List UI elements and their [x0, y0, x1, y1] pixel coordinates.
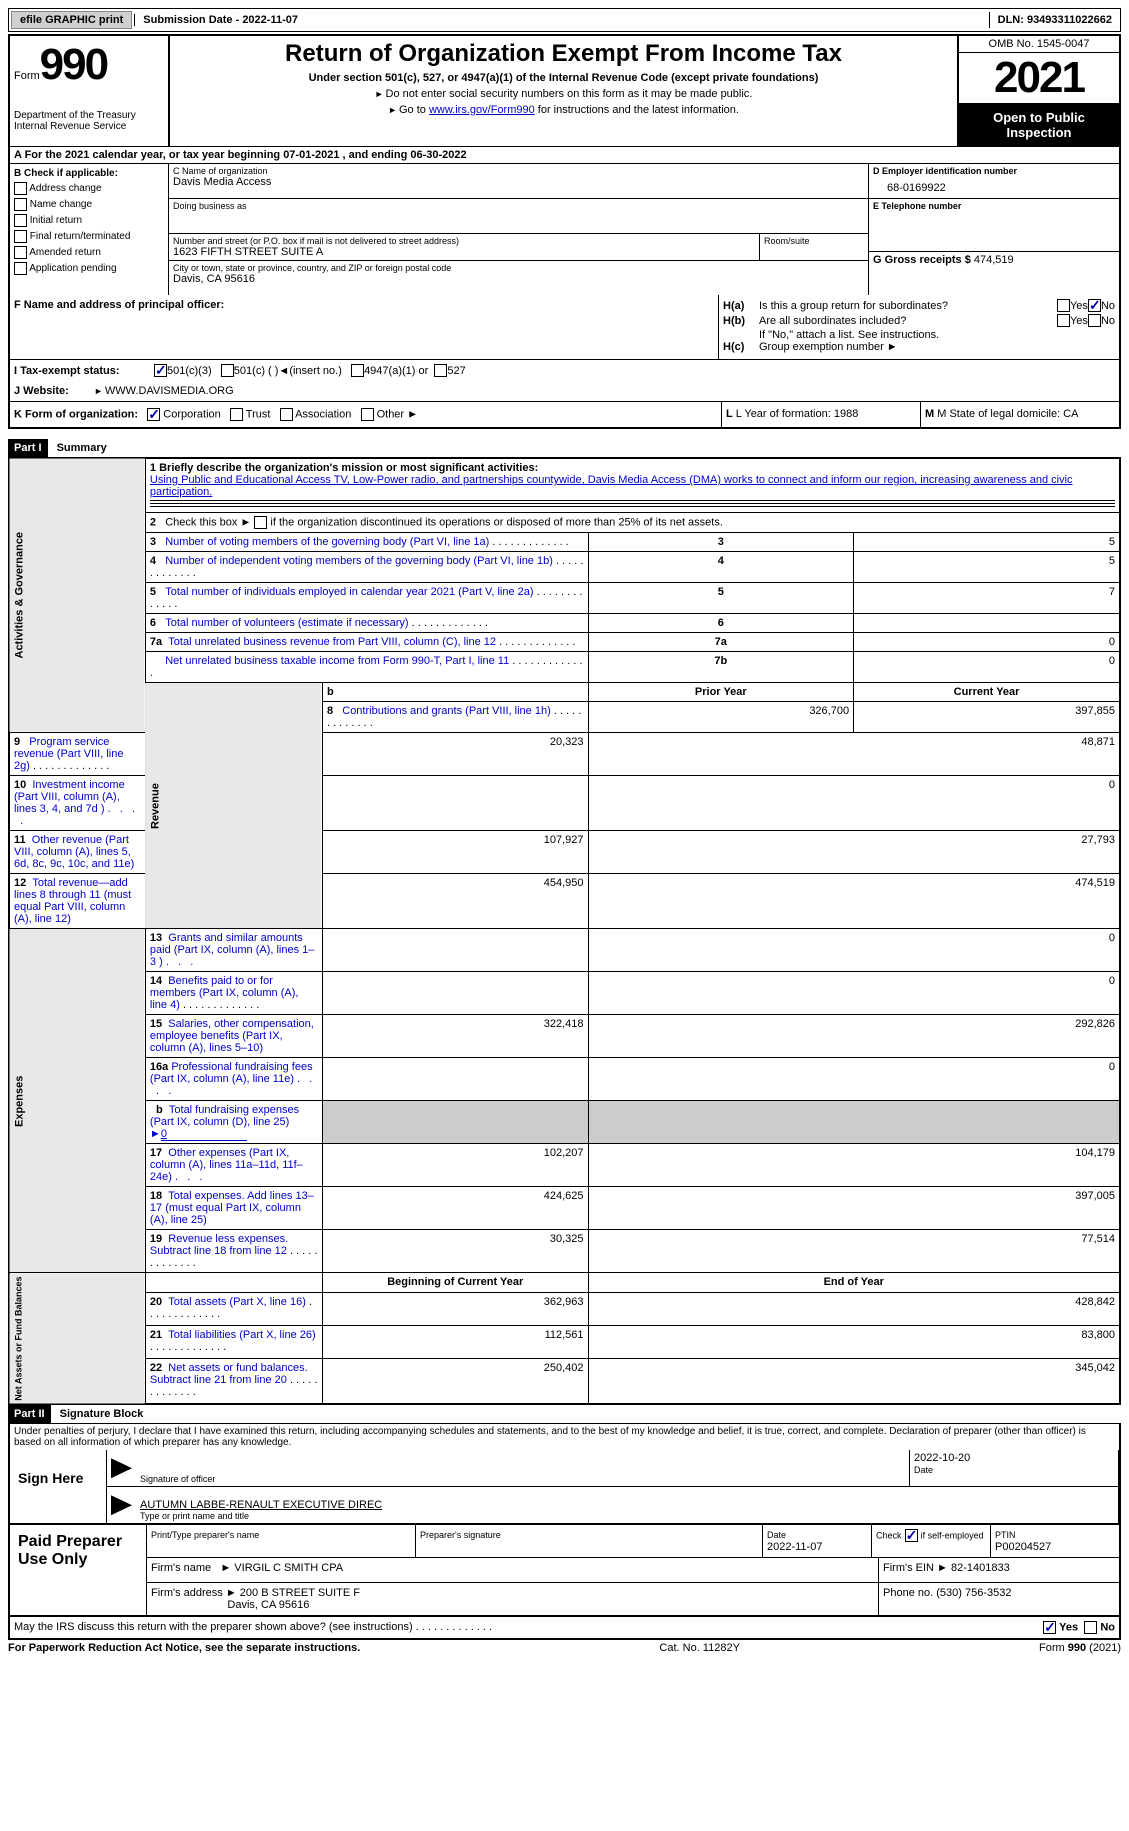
cb-discontinued[interactable] — [254, 516, 267, 529]
year-formation: L Year of formation: 1988 — [736, 408, 859, 420]
cb-name-change[interactable] — [14, 198, 27, 211]
firm-phone: (530) 756-3532 — [936, 1587, 1011, 1599]
officer-row: F Name and address of principal officer:… — [8, 295, 1121, 360]
vert-expenses: Expenses — [9, 929, 145, 1273]
tax-status-row: I Tax-exempt status: 501(c)(3) 501(c) ( … — [8, 360, 1121, 381]
org-name: Davis Media Access — [173, 176, 864, 188]
discuss-row: May the IRS discuss this return with the… — [8, 1617, 1121, 1640]
mission-text: Using Public and Educational Access TV, … — [150, 474, 1115, 498]
part-i-title: Summary — [51, 439, 113, 457]
firm-ein: 82-1401833 — [951, 1562, 1010, 1574]
col-b-checkboxes: B Check if applicable: Address change Na… — [10, 164, 169, 295]
k-form-row: K Form of organization: Corporation Trus… — [8, 402, 1121, 429]
perjury-statement: Under penalties of perjury, I declare th… — [8, 1423, 1121, 1450]
cb-4947[interactable] — [351, 364, 364, 377]
cb-hb-yes[interactable] — [1057, 314, 1070, 327]
form-number: 990 — [40, 40, 107, 89]
cb-self-employed[interactable] — [905, 1529, 918, 1542]
vert-activities: Activities & Governance — [9, 458, 145, 733]
irs-label: Internal Revenue Service — [14, 121, 164, 132]
ptin: P00204527 — [995, 1541, 1051, 1553]
cb-assoc[interactable] — [280, 408, 293, 421]
cb-other[interactable] — [361, 408, 374, 421]
org-city: Davis, CA 95616 — [173, 273, 864, 285]
form-header: Form990 Department of the Treasury Inter… — [8, 34, 1121, 146]
cb-trust[interactable] — [230, 408, 243, 421]
website-url: WWW.DAVISMEDIA.ORG — [105, 385, 234, 397]
paid-preparer-section: Paid Preparer Use Only Print/Type prepar… — [8, 1525, 1121, 1617]
cb-amended[interactable] — [14, 246, 27, 259]
cb-app-pending[interactable] — [14, 262, 27, 275]
form-prefix: Form — [14, 70, 40, 82]
org-address: 1623 FIFTH STREET SUITE A — [173, 246, 755, 258]
cb-initial-return[interactable] — [14, 214, 27, 227]
dln: DLN: 93493311022662 — [989, 12, 1120, 28]
cb-501c[interactable] — [221, 364, 234, 377]
part-i-header: Part I — [8, 439, 48, 457]
cb-final-return[interactable] — [14, 230, 27, 243]
form-title: Return of Organization Exempt From Incom… — [178, 40, 949, 68]
vert-revenue: Revenue — [145, 683, 322, 929]
omb-number: OMB No. 1545-0047 — [959, 36, 1119, 53]
firm-name: VIRGIL C SMITH CPA — [234, 1562, 343, 1574]
state-domicile: M State of legal domicile: CA — [937, 408, 1078, 420]
footer-row: For Paperwork Reduction Act Notice, see … — [8, 1640, 1121, 1654]
arrow-icon — [111, 1458, 132, 1478]
form-subtitle: Under section 501(c), 527, or 4947(a)(1)… — [178, 72, 949, 84]
part-ii-header: Part II — [8, 1405, 51, 1423]
sign-date: 2022-10-20 — [914, 1452, 1114, 1464]
cb-501c3[interactable] — [154, 364, 167, 377]
sign-here-section: Sign Here Signature of officer 2022-10-2… — [8, 1450, 1121, 1525]
part-ii-title: Signature Block — [54, 1405, 150, 1423]
dept-label: Department of the Treasury — [14, 110, 164, 121]
officer-name: AUTUMN LABBE-RENAULT EXECUTIVE DIREC — [140, 1499, 1114, 1511]
note-1: Do not enter social security numbers on … — [386, 88, 753, 100]
cb-discuss-no[interactable] — [1084, 1621, 1097, 1634]
open-public-badge: Open to Public Inspection — [959, 104, 1119, 146]
gross-receipts: 474,519 — [974, 254, 1014, 266]
main-info-grid: B Check if applicable: Address change Na… — [8, 163, 1121, 295]
cb-discuss-yes[interactable] — [1043, 1621, 1056, 1634]
cb-527[interactable] — [434, 364, 447, 377]
cb-corp[interactable] — [147, 408, 160, 421]
vert-net-assets: Net Assets or Fund Balances — [9, 1273, 145, 1405]
submission-date: Submission Date - 2022-11-07 — [134, 14, 988, 26]
summary-table: Activities & Governance 1 Briefly descri… — [8, 457, 1121, 1405]
ein: 68-0169922 — [873, 176, 1115, 194]
efile-button[interactable]: efile GRAPHIC print — [11, 11, 132, 29]
cb-ha-yes[interactable] — [1057, 299, 1070, 312]
cb-hb-no[interactable] — [1088, 314, 1101, 327]
top-bar: efile GRAPHIC print Submission Date - 20… — [8, 8, 1121, 32]
prep-date: 2022-11-07 — [767, 1541, 822, 1553]
website-row: J Website: WWW.DAVISMEDIA.ORG — [8, 381, 1121, 402]
tax-year: 2021 — [959, 53, 1119, 104]
cb-ha-no[interactable] — [1088, 299, 1101, 312]
cb-address-change[interactable] — [14, 182, 27, 195]
row-a: A For the 2021 calendar year, or tax yea… — [8, 146, 1121, 163]
firm-address: 200 B STREET SUITE F — [240, 1587, 360, 1599]
arrow-icon — [111, 1495, 132, 1515]
instructions-link[interactable]: www.irs.gov/Form990 — [429, 104, 535, 116]
